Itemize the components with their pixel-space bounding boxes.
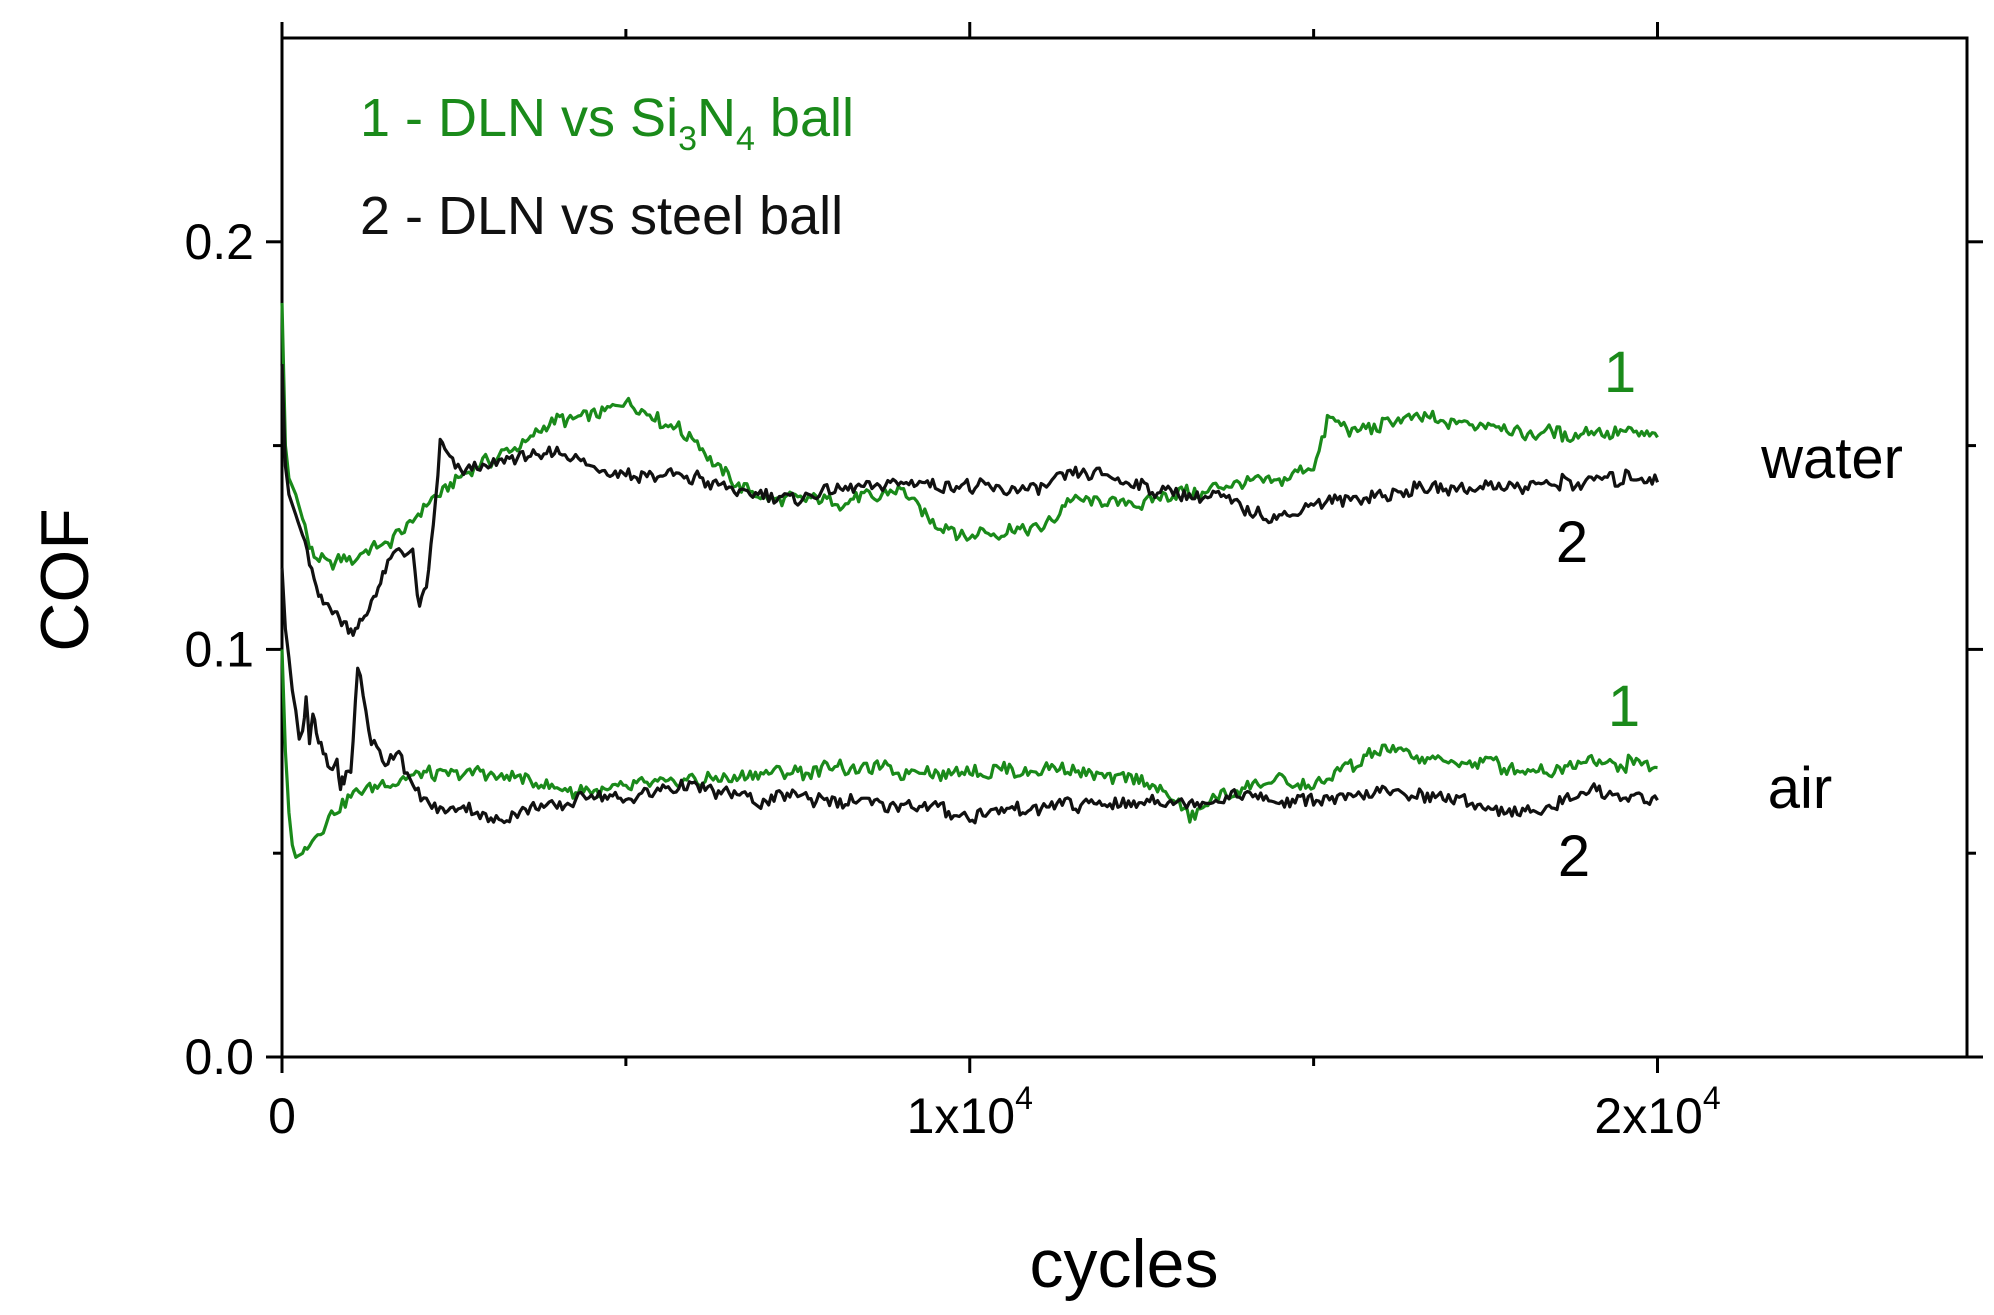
legend-entry-1-mid: N bbox=[697, 88, 736, 148]
series-line-3 bbox=[280, 649, 1658, 859]
x-axis-label: cycles bbox=[1030, 1226, 1219, 1302]
legend-entry-1: 1 - DLN vs Si3N4 ball bbox=[360, 88, 854, 158]
series-line-4 bbox=[280, 567, 1659, 825]
legend-entry-1-sub1: 3 bbox=[678, 120, 697, 158]
x-tick-label-1: 1x104 bbox=[907, 1080, 1033, 1144]
x-tick-label-1-mantissa: 1x10 bbox=[907, 1088, 1015, 1144]
legend-entry-1-suffix: ball bbox=[755, 88, 854, 148]
x-tick-label-2-exponent: 4 bbox=[1703, 1080, 1721, 1116]
annotation-water: water bbox=[1760, 426, 1903, 491]
y-axis-label: COF bbox=[27, 508, 103, 652]
x-tick-label-0: 0 bbox=[268, 1088, 296, 1144]
axis-ticks bbox=[266, 22, 1983, 1073]
y-tick-label-2: 0.2 bbox=[184, 214, 254, 270]
annotation-water-1: 1 bbox=[1604, 340, 1636, 405]
annotation-air-2: 2 bbox=[1558, 824, 1590, 889]
x-tick-label-0-mantissa: 0 bbox=[268, 1088, 296, 1144]
legend-entry-1-sub2: 4 bbox=[736, 120, 755, 158]
plot-frame bbox=[280, 36, 1969, 1059]
legend-entry-1-prefix: 1 - DLN vs Si bbox=[360, 88, 678, 148]
x-tick-label-1-exponent: 4 bbox=[1015, 1080, 1033, 1116]
y-tick-label-1: 0.1 bbox=[184, 621, 254, 677]
legend-entry-2: 2 - DLN vs steel ball bbox=[360, 186, 843, 246]
axis-tick-labels: 0.00.10.20 1x104 2x104 bbox=[184, 214, 1720, 1144]
annotation-air: air bbox=[1768, 756, 1832, 821]
x-tick-label-2: 2x104 bbox=[1594, 1080, 1720, 1144]
series-line-1 bbox=[280, 302, 1659, 571]
series-group bbox=[280, 302, 1660, 859]
annotation-water-2: 2 bbox=[1556, 510, 1588, 575]
series-line-2 bbox=[280, 364, 1660, 637]
annotation-air-1: 1 bbox=[1608, 674, 1640, 739]
x-tick-label-2-mantissa: 2x10 bbox=[1594, 1088, 1702, 1144]
y-tick-label-0: 0.0 bbox=[184, 1029, 254, 1085]
